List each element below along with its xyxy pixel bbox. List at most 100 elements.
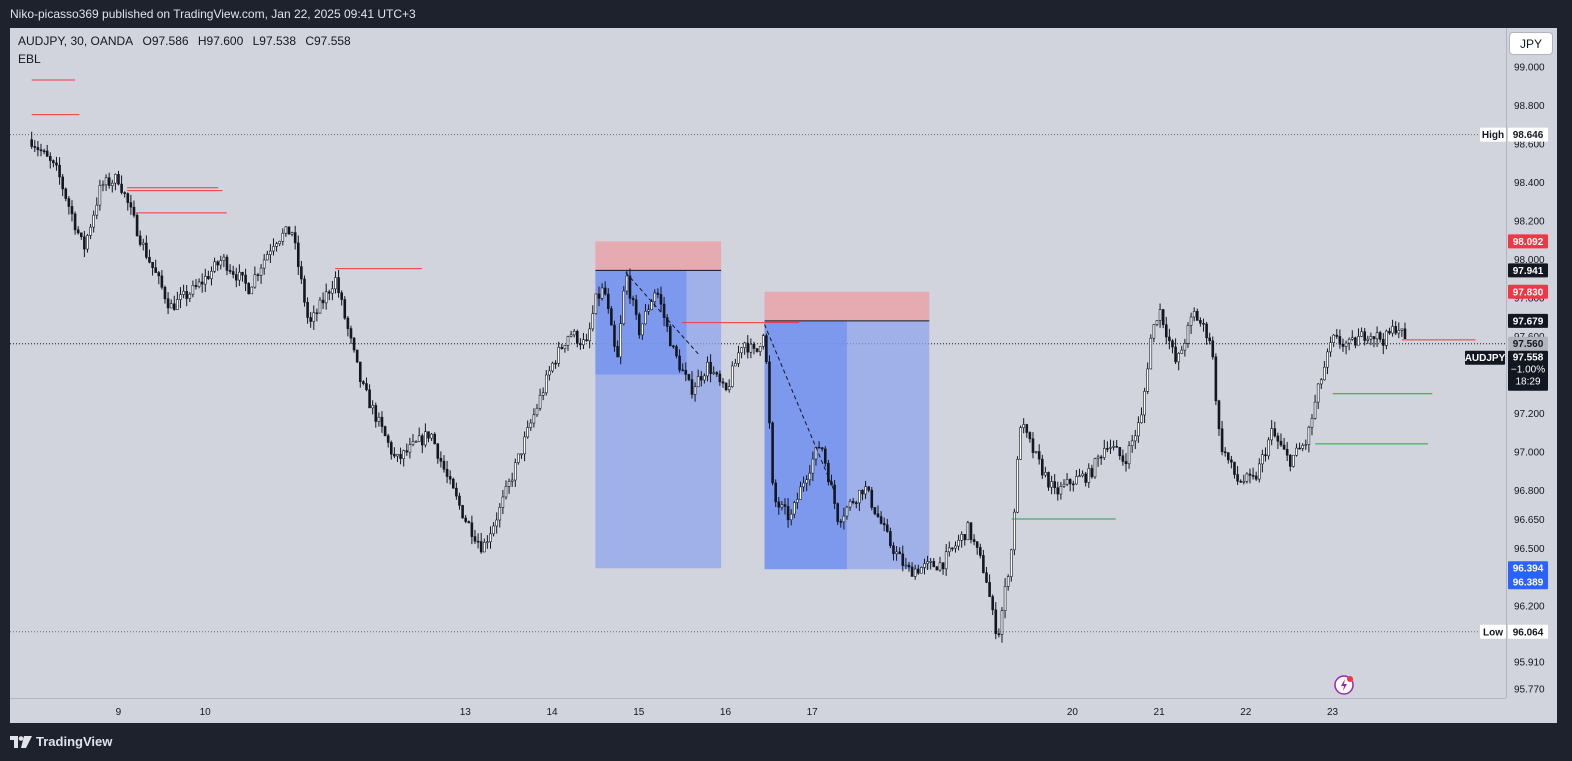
candle-body-290 — [929, 561, 932, 563]
candle-body-234 — [755, 348, 759, 352]
candle-body-326 — [1040, 458, 1044, 476]
price-scale[interactable]: 99.000 98.800 98.600 98.400 98.200 98.000 97.8… — [1506, 28, 1557, 698]
time-scale[interactable]: 9 10 13 14 15 16 17 20 21 22 23 — [10, 698, 1506, 723]
candle-body-160 — [526, 427, 529, 438]
candle-body-202 — [656, 292, 660, 295]
candle-body-67 — [238, 271, 241, 281]
candle-body-279 — [895, 551, 898, 555]
current-line-tag-bg — [1508, 336, 1548, 351]
candle-body-43 — [163, 286, 167, 300]
current-line-tag-text: 97.560 — [1513, 339, 1544, 350]
candle-body-387 — [1230, 459, 1233, 463]
candle-body-190 — [619, 323, 622, 358]
candle-body-299 — [957, 539, 960, 547]
candle-body-309 — [988, 582, 991, 597]
candle-body-109 — [368, 389, 371, 409]
candle-body-34 — [135, 215, 139, 237]
candle-body-96 — [327, 291, 331, 294]
candle-body-402 — [1276, 435, 1280, 442]
tradingview-logo-icon — [10, 735, 32, 748]
candle-body-16 — [79, 232, 83, 237]
candle-body-235 — [758, 346, 762, 352]
price-tag: 97.830 — [1508, 284, 1548, 299]
candle-body-260 — [836, 503, 839, 522]
candle-body-286 — [916, 568, 920, 574]
candle-body-72 — [253, 274, 257, 288]
publisher-bar: Niko-picasso369 published on TradingView… — [0, 0, 1572, 28]
current-line-tag: 97.560 — [1508, 336, 1548, 351]
price-tag-text: 97.941 — [1513, 266, 1544, 277]
candle-body-285 — [913, 568, 917, 577]
lightning-icon[interactable] — [1334, 675, 1354, 695]
candle-body-284 — [910, 566, 914, 577]
symbol-tag-bg — [1465, 350, 1505, 365]
price-tick-label: 98.200 — [1514, 217, 1545, 228]
candle-body-442 — [1400, 328, 1404, 331]
position-stop-zone — [764, 291, 930, 321]
price-tag-text: 98.092 — [1513, 237, 1544, 248]
candle-body-136 — [451, 478, 455, 489]
candle-body-249 — [802, 482, 805, 488]
session-high-tag: 98.646 — [1508, 127, 1548, 142]
candle-body-90 — [309, 317, 312, 322]
candle-body-267 — [858, 489, 861, 504]
candle-body-32 — [129, 202, 133, 208]
candle-body-119 — [399, 454, 402, 459]
candle-body-215 — [696, 376, 700, 388]
candle-body-266 — [854, 502, 858, 505]
candle-body-366 — [1164, 324, 1168, 338]
candle-body-392 — [1245, 473, 1249, 482]
candle-body-405 — [1285, 448, 1289, 456]
chart-panel[interactable]: High Low AUDJPY 99.000 98.800 98.600 98.400 98… — [10, 28, 1557, 723]
candle-body-156 — [513, 462, 517, 481]
candle-body-82 — [284, 226, 288, 234]
symbol-tag-text: AUDJPY — [1465, 353, 1506, 364]
candle-body-427 — [1354, 337, 1357, 346]
candle-body-272 — [873, 507, 877, 515]
candle-body-206 — [668, 326, 672, 347]
candle-body-48 — [179, 294, 182, 300]
candle-body-312 — [997, 633, 1001, 636]
candle-body-263 — [845, 506, 849, 517]
candle-body-335 — [1068, 479, 1072, 485]
candle-body-288 — [923, 563, 926, 568]
candle-body-74 — [259, 267, 263, 276]
candle-body-54 — [197, 281, 201, 287]
position-stop-zone — [595, 241, 722, 271]
time-tick-label: 14 — [546, 707, 558, 718]
candle-body-193 — [628, 275, 632, 299]
candle-body-15 — [76, 229, 80, 234]
currency-button[interactable]: JPY — [1509, 32, 1553, 55]
candle-body-58 — [210, 270, 213, 280]
candle-body-100 — [340, 292, 343, 300]
candle-body-393 — [1248, 473, 1252, 476]
candle-body-111 — [374, 405, 378, 422]
candle-body-227 — [734, 363, 737, 367]
time-tick-label: 9 — [116, 707, 122, 718]
plot-area[interactable]: High Low AUDJPY — [10, 28, 1506, 698]
candle-body-422 — [1338, 336, 1342, 345]
candle-body-256 — [823, 448, 827, 464]
candle-body-347 — [1106, 448, 1109, 450]
candle-body-306 — [978, 547, 982, 556]
candle-body-196 — [637, 314, 641, 336]
price-chart[interactable]: High Low AUDJPY — [10, 28, 1506, 698]
candle-body-137 — [455, 487, 458, 497]
candle-body-394 — [1251, 475, 1255, 477]
candle-body-358 — [1140, 414, 1143, 424]
candle-body-317 — [1013, 511, 1016, 551]
candle-body-375 — [1192, 311, 1196, 318]
candle-body-324 — [1034, 451, 1038, 453]
indicator-label[interactable]: EBL — [18, 52, 41, 66]
candle-body-340 — [1084, 473, 1087, 483]
price-tick-label: 96.200 — [1514, 602, 1545, 613]
price-tag: 97.679 — [1508, 313, 1548, 328]
candle-body-237 — [765, 335, 768, 363]
candle-body-379 — [1205, 323, 1208, 339]
candle-body-94 — [321, 299, 325, 304]
candle-body-68 — [241, 271, 244, 276]
candle-body-30 — [123, 192, 126, 194]
candle-body-361 — [1149, 337, 1153, 370]
tradingview-logo[interactable]: TradingView — [10, 734, 112, 749]
price-tag: 98.092 — [1508, 234, 1548, 249]
